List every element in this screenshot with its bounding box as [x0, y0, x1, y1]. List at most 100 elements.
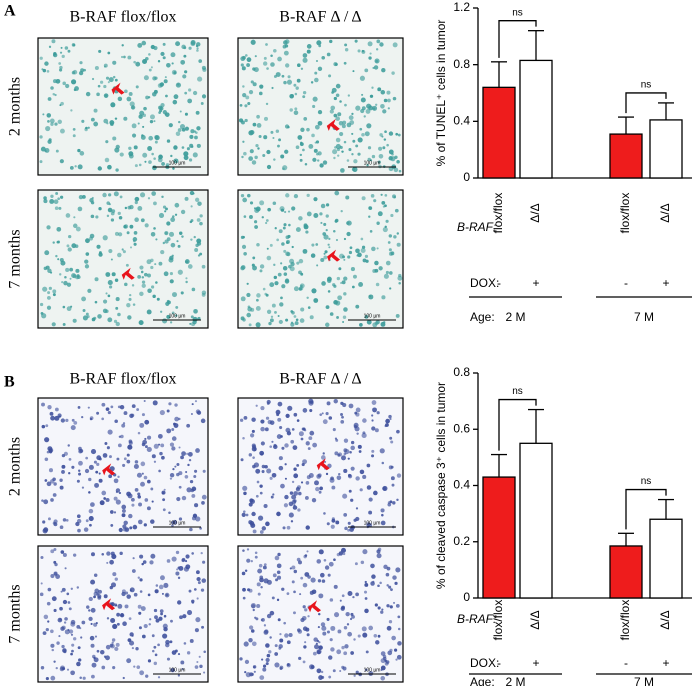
arrow	[111, 82, 125, 95]
cell	[364, 68, 369, 73]
cell	[309, 315, 314, 320]
cell	[277, 144, 280, 148]
cell	[198, 59, 203, 63]
cell	[102, 299, 108, 304]
cell	[256, 123, 262, 128]
cell	[309, 430, 315, 436]
cell	[127, 205, 132, 210]
scale-bar-label: 100 µm	[169, 667, 186, 673]
cell	[240, 266, 245, 271]
cell	[117, 475, 120, 479]
cell	[44, 61, 49, 66]
cell	[147, 659, 152, 663]
cell	[303, 554, 307, 559]
cell	[133, 463, 139, 470]
cell	[169, 477, 173, 480]
column-header: B-RAF Δ / Δ	[279, 9, 361, 26]
cell	[264, 292, 268, 296]
cell	[302, 626, 308, 631]
cell	[76, 518, 82, 524]
annotation: ns	[512, 7, 523, 18]
cell	[165, 94, 168, 98]
cell	[71, 273, 76, 278]
cell	[50, 86, 54, 90]
cell	[362, 258, 367, 263]
cell	[127, 55, 132, 60]
row-label: 2 months	[7, 437, 24, 496]
cell	[149, 120, 154, 124]
cell	[59, 51, 63, 54]
cell	[259, 675, 265, 680]
cell	[46, 305, 52, 310]
cell	[81, 486, 85, 489]
cell	[371, 449, 375, 453]
cell	[386, 143, 389, 147]
cell	[175, 305, 179, 309]
cell	[54, 206, 59, 211]
cell	[383, 321, 386, 324]
cell	[291, 245, 294, 249]
cell	[103, 497, 107, 500]
cell	[262, 667, 267, 672]
cell	[252, 529, 257, 534]
cell	[185, 277, 188, 280]
cell	[314, 124, 320, 130]
cell	[136, 472, 142, 478]
cell	[320, 257, 325, 263]
dox-value: -	[624, 276, 628, 290]
cell	[251, 160, 257, 165]
cell	[329, 109, 334, 114]
cell	[112, 666, 116, 670]
cell	[361, 132, 365, 137]
scale-bar-label: 100 µm	[169, 520, 186, 526]
cell	[117, 312, 121, 317]
cell	[252, 456, 255, 459]
cell	[172, 167, 175, 170]
cell	[118, 216, 123, 220]
cell	[162, 633, 168, 639]
cell	[293, 412, 298, 417]
cell	[386, 90, 391, 95]
cell	[343, 140, 347, 144]
cell	[56, 226, 62, 232]
cell	[378, 146, 383, 151]
cell	[85, 126, 88, 130]
cell	[196, 47, 199, 50]
cell	[196, 218, 201, 222]
cell	[162, 241, 166, 245]
cell	[291, 206, 296, 211]
scale-bar-label: 100 µm	[364, 160, 381, 166]
cell	[269, 445, 273, 448]
cell	[283, 272, 288, 276]
cell	[89, 635, 95, 641]
y-tick-label: 0	[463, 590, 470, 604]
cell	[250, 523, 256, 528]
cell	[367, 41, 373, 47]
cell	[57, 258, 60, 261]
cell	[271, 472, 277, 478]
cell	[380, 665, 386, 671]
cell	[183, 46, 187, 50]
cell	[116, 612, 121, 617]
cell	[178, 517, 183, 521]
panel-label: A	[4, 3, 16, 20]
cell	[359, 469, 365, 475]
cell	[71, 649, 74, 653]
cell	[185, 564, 191, 570]
cell	[160, 103, 165, 108]
cell	[277, 56, 282, 62]
cell	[190, 315, 194, 319]
cell	[368, 56, 372, 60]
cell	[96, 455, 102, 461]
cell	[72, 128, 76, 131]
cell	[126, 491, 131, 497]
cell	[59, 525, 64, 530]
cell	[115, 499, 121, 505]
cell	[302, 582, 308, 588]
cell	[398, 169, 402, 173]
cell	[170, 619, 173, 623]
cell	[155, 281, 158, 284]
cell	[389, 605, 393, 609]
cell	[275, 129, 280, 133]
cell	[163, 614, 167, 618]
